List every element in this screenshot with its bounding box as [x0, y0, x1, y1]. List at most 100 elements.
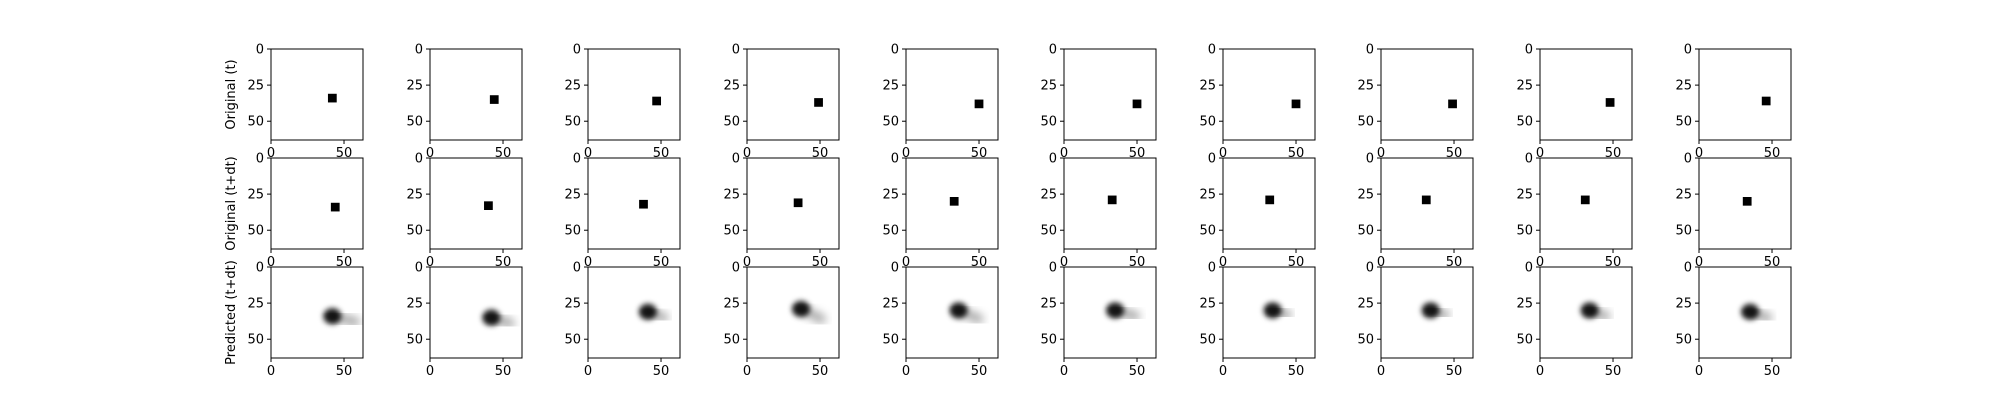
subplot-frame	[1698, 157, 1792, 250]
object-square	[1421, 195, 1431, 205]
y-tick-label: 25	[1675, 297, 1692, 312]
y-tick-label: 25	[247, 297, 264, 312]
x-tick-label: 0	[1377, 255, 1385, 270]
object-square	[327, 93, 337, 103]
y-tick-label: 25	[723, 297, 740, 312]
x-tick-label: 0	[1377, 146, 1385, 161]
y-tick-label: 0	[1366, 43, 1374, 58]
subplot: 0 25 50 0 50	[1516, 261, 1633, 379]
x-tick-label: 0	[1536, 364, 1544, 379]
y-tick-label: 0	[415, 261, 423, 276]
subplot-frame	[270, 157, 364, 250]
x-tick-label: 0	[267, 146, 275, 161]
x-tick-label: 0	[743, 364, 751, 379]
subplot-frame	[746, 266, 840, 359]
row-label: Original (t)	[224, 59, 239, 129]
x-tick-label: 0	[1695, 364, 1703, 379]
subplot-frame	[1380, 266, 1474, 359]
x-tick-label: 0	[1219, 255, 1227, 270]
subplot: 0 25 50 0 50	[1199, 43, 1316, 161]
x-tick-label: 0	[1536, 146, 1544, 161]
y-tick-label: 25	[882, 188, 899, 203]
y-tick-label: 50	[882, 115, 899, 130]
subplot-frame	[1222, 48, 1316, 141]
y-tick-label: 0	[1684, 261, 1692, 276]
y-tick-label: 50	[564, 333, 581, 348]
subplot: 0 25 50 0 50	[1040, 152, 1157, 270]
x-tick-label: 50	[653, 364, 670, 379]
y-tick-label: 0	[891, 261, 899, 276]
subplot-frame	[429, 48, 523, 141]
subplot-frame	[270, 266, 364, 359]
x-tick-label: 0	[426, 146, 434, 161]
y-tick-label: 0	[1684, 152, 1692, 167]
x-tick-label: 50	[1446, 255, 1463, 270]
x-tick-label: 0	[902, 255, 910, 270]
x-tick-label: 0	[1695, 255, 1703, 270]
subplot-frame	[1063, 266, 1157, 359]
y-tick-label: 0	[1366, 261, 1374, 276]
subplot: 0 25 50 0 50	[406, 261, 523, 379]
y-tick-label: 0	[1208, 43, 1216, 58]
y-tick-label: 25	[1199, 188, 1216, 203]
object-square	[1742, 197, 1752, 206]
y-tick-label: 50	[1516, 115, 1533, 130]
object-square	[1448, 99, 1457, 109]
y-tick-label: 25	[247, 79, 264, 94]
subplot: 0 25 50 0 50	[247, 43, 364, 161]
object-square	[793, 198, 803, 208]
x-tick-label: 0	[1377, 364, 1385, 379]
subplot: 0 25 50 0 50	[1675, 152, 1792, 270]
y-tick-label: 25	[882, 79, 899, 94]
y-tick-label: 25	[1675, 79, 1692, 94]
x-tick-label: 50	[495, 146, 512, 161]
x-tick-label: 50	[1129, 255, 1146, 270]
x-tick-label: 0	[426, 364, 434, 379]
object-square	[1580, 195, 1590, 205]
y-tick-label: 25	[1040, 79, 1057, 94]
x-tick-label: 50	[336, 364, 353, 379]
y-tick-label: 50	[1040, 115, 1057, 130]
subplot: 0 25 50 0 50	[1516, 43, 1633, 161]
y-tick-label: 0	[732, 152, 740, 167]
predicted-blob	[482, 309, 501, 326]
y-tick-label: 50	[1199, 115, 1216, 130]
y-tick-label: 25	[1357, 297, 1374, 312]
subplot-frame	[429, 266, 523, 359]
x-tick-label: 0	[1695, 146, 1703, 161]
y-tick-label: 50	[406, 115, 423, 130]
y-tick-label: 0	[573, 261, 581, 276]
y-tick-label: 50	[1516, 333, 1533, 348]
y-tick-label: 25	[882, 297, 899, 312]
subplot-frame	[270, 48, 364, 141]
subplot-frame	[905, 266, 999, 359]
y-tick-label: 0	[891, 152, 899, 167]
x-tick-label: 50	[1764, 364, 1781, 379]
subplot: 0 25 50 0 50	[1199, 261, 1316, 379]
object-square	[639, 199, 648, 209]
predicted-blob	[323, 308, 342, 325]
y-tick-label: 0	[415, 152, 423, 167]
y-tick-label: 25	[1199, 297, 1216, 312]
x-tick-label: 50	[1764, 146, 1781, 161]
object-square	[1132, 99, 1142, 109]
x-tick-label: 0	[426, 255, 434, 270]
y-tick-label: 50	[1040, 224, 1057, 239]
predicted-blob	[1421, 302, 1440, 319]
y-tick-label: 50	[406, 333, 423, 348]
subplot: 0 25 50 0 50	[1675, 43, 1792, 161]
subplot: 0 25 50 0 50	[1040, 261, 1157, 379]
y-tick-label: 25	[1516, 188, 1533, 203]
subplot-frame	[1222, 157, 1316, 250]
y-tick-label: 0	[573, 152, 581, 167]
object-square	[949, 197, 959, 206]
x-tick-label: 0	[584, 364, 592, 379]
y-tick-label: 50	[1199, 333, 1216, 348]
x-tick-label: 50	[812, 364, 829, 379]
subplot: 0 25 50 0 50	[564, 43, 681, 161]
subplot: 0 25 50 0 50	[247, 152, 364, 270]
x-tick-label: 0	[1219, 146, 1227, 161]
x-tick-label: 50	[336, 255, 353, 270]
y-tick-label: 0	[1684, 43, 1692, 58]
x-tick-label: 0	[1219, 364, 1227, 379]
